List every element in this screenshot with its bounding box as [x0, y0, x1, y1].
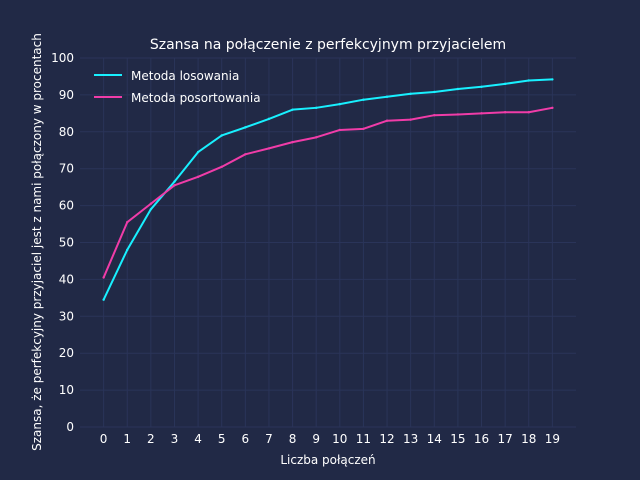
chart-title: Szansa na połączenie z perfekcyjnym przy… — [150, 37, 506, 53]
data-point — [267, 117, 271, 121]
data-point — [480, 85, 483, 88]
data-point — [338, 128, 342, 132]
data-point — [503, 82, 507, 86]
x-tick-label: 16 — [474, 432, 489, 446]
data-point — [433, 90, 436, 94]
y-tick-label: 40 — [59, 272, 74, 286]
data-point — [102, 276, 105, 279]
y-tick-label: 0 — [66, 420, 74, 434]
x-tick-label: 1 — [123, 432, 131, 446]
x-tick-label: 17 — [498, 432, 513, 446]
data-point — [220, 165, 223, 169]
x-tick-label: 15 — [450, 432, 465, 446]
data-point — [433, 113, 436, 117]
y-tick-label: 90 — [59, 88, 74, 102]
x-tick-label: 6 — [242, 432, 250, 446]
data-point — [126, 221, 129, 224]
data-point — [244, 153, 247, 156]
x-tick-label: 10 — [332, 432, 347, 446]
data-point — [480, 112, 483, 115]
data-point — [196, 175, 200, 179]
grid — [80, 57, 576, 428]
x-tick-label: 18 — [521, 432, 536, 446]
y-tick-label: 20 — [59, 346, 74, 360]
legend-label-posortowania: Metoda posortowania — [131, 91, 261, 105]
x-tick-label: 12 — [379, 432, 394, 446]
data-point — [126, 248, 129, 252]
data-point — [527, 111, 530, 114]
x-tick-label: 9 — [312, 432, 320, 446]
x-tick-label: 8 — [289, 432, 297, 446]
data-point — [362, 98, 365, 101]
x-tick-label: 11 — [356, 432, 371, 446]
x-tick-label: 3 — [171, 432, 179, 446]
y-tick-label: 70 — [59, 162, 74, 176]
data-point — [385, 119, 389, 122]
data-point — [456, 113, 460, 116]
data-point — [220, 134, 223, 137]
x-tick-label: 13 — [403, 432, 418, 446]
data-point — [551, 78, 554, 81]
y-tick-label: 50 — [59, 236, 74, 250]
x-tick-label: 2 — [147, 432, 155, 446]
data-point — [149, 202, 153, 205]
y-tick-label: 60 — [59, 199, 74, 213]
series-layer — [102, 78, 554, 301]
data-point — [503, 111, 507, 114]
x-tick-label: 7 — [265, 432, 273, 446]
data-point — [267, 147, 271, 150]
series-line-0 — [102, 78, 553, 301]
x-tick-label: 5 — [218, 432, 226, 446]
x-axis-ticks: 0 1 2 3 4 5 6 7 8 9 10 11 12 13 14 15 16 17 18 19 — [100, 432, 560, 446]
data-point — [409, 92, 412, 95]
y-axis-ticks: 0 10 20 30 40 50 60 70 80 90 100 — [51, 51, 74, 434]
x-tick-label: 4 — [194, 432, 202, 446]
data-point — [314, 136, 318, 139]
y-tick-label: 30 — [59, 309, 74, 323]
data-point — [149, 208, 153, 211]
data-point — [291, 140, 294, 144]
data-point — [244, 126, 247, 129]
data-point — [362, 127, 365, 131]
x-axis-label: Liczba połączeń — [280, 453, 375, 467]
data-point — [291, 108, 294, 111]
y-tick-label: 10 — [59, 383, 74, 397]
y-tick-label: 80 — [59, 125, 74, 139]
data-point — [173, 180, 176, 183]
data-point — [456, 87, 460, 91]
data-point — [314, 106, 318, 110]
data-point — [102, 298, 105, 301]
x-tick-label: 0 — [100, 432, 108, 446]
data-point — [551, 106, 554, 110]
y-tick-label: 100 — [51, 51, 74, 65]
data-point — [338, 102, 342, 106]
x-tick-label: 19 — [545, 432, 560, 446]
legend: Metoda losowania Metoda posortowania — [94, 69, 261, 105]
series-line-1 — [102, 106, 553, 278]
data-point — [385, 95, 389, 98]
data-point — [409, 118, 412, 121]
data-point — [196, 150, 200, 154]
x-tick-label: 14 — [427, 432, 442, 446]
y-axis-label: Szansa, że perfekcyjny przyjaciel jest z… — [30, 33, 44, 451]
data-point — [527, 79, 530, 82]
data-point — [173, 184, 176, 187]
legend-label-losowania: Metoda losowania — [131, 69, 239, 83]
